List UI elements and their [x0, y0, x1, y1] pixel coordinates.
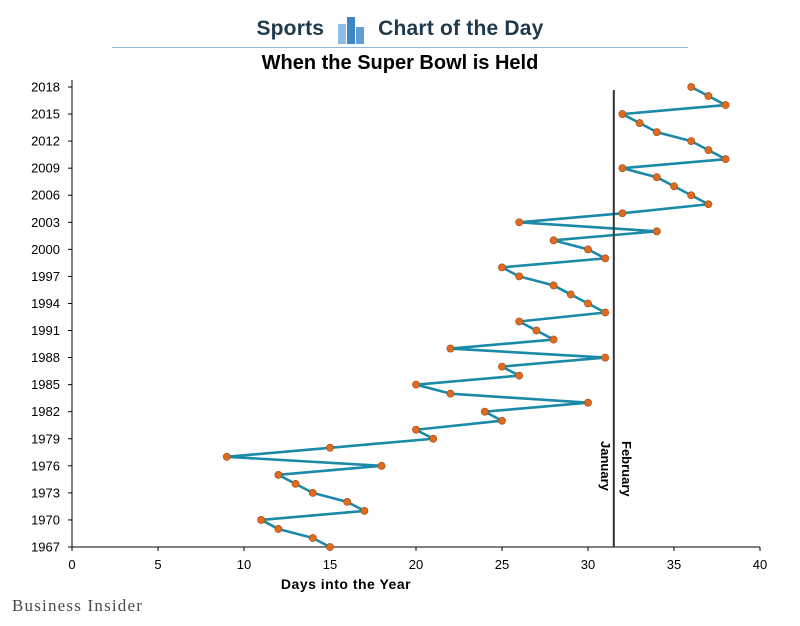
x-tick-label: 20 — [409, 557, 423, 572]
data-point — [412, 380, 420, 389]
y-tick-label: 2009 — [31, 161, 60, 176]
data-point — [601, 254, 610, 263]
data-point — [377, 461, 386, 470]
chart-header: Sports Chart of the Day — [0, 12, 800, 46]
y-tick-label: 2015 — [31, 107, 60, 122]
data-point — [670, 182, 678, 191]
data-point — [257, 516, 266, 524]
annotation-february: February — [619, 441, 634, 497]
data-point — [601, 308, 610, 317]
data-point — [515, 317, 524, 326]
data-point — [446, 389, 455, 398]
data-point — [549, 281, 558, 290]
data-point — [480, 407, 489, 416]
data-point — [446, 344, 455, 353]
data-point — [549, 236, 558, 245]
data-point — [704, 92, 713, 100]
data-point — [515, 371, 524, 380]
month-annotation: January February — [598, 90, 634, 547]
data-point — [549, 335, 558, 344]
y-tick-label: 1997 — [31, 269, 60, 284]
header-divider — [112, 47, 688, 48]
y-tick-label: 1988 — [31, 350, 60, 365]
data-point — [429, 434, 438, 443]
data-point — [635, 119, 644, 127]
y-tick-label: 2012 — [31, 134, 60, 149]
x-axis-label: Days into the Year — [281, 576, 411, 592]
data-point — [532, 326, 541, 335]
data-point — [721, 101, 730, 109]
data-point — [326, 543, 334, 551]
data-point — [601, 353, 610, 362]
data-point — [291, 479, 300, 488]
header-category: Sports — [256, 17, 325, 40]
x-tick-label: 0 — [68, 557, 75, 572]
y-tick-label: 1991 — [31, 323, 60, 338]
chart-title: When the Super Bowl is Held — [261, 52, 539, 74]
x-tick-label: 30 — [581, 557, 595, 572]
y-tick-label: 2003 — [31, 215, 60, 230]
data-point — [498, 416, 506, 425]
x-tick-label: 15 — [323, 557, 337, 572]
y-tick-label: 1970 — [31, 512, 60, 527]
data-point — [274, 525, 283, 533]
data-point — [498, 362, 506, 371]
data-point — [618, 110, 627, 118]
y-tick-label: 2018 — [31, 80, 60, 95]
y-tick-label: 1967 — [31, 540, 60, 555]
y-tick-label: 1982 — [31, 404, 60, 419]
series-markers — [222, 83, 730, 551]
x-tick-label: 10 — [237, 557, 251, 572]
data-point — [308, 534, 317, 542]
y-tick-label: 2000 — [31, 242, 60, 257]
data-point — [618, 164, 627, 173]
bar-chart-icon — [338, 17, 365, 44]
brand-logo: Business Insider — [12, 596, 144, 615]
x-tick-label: 25 — [495, 557, 509, 572]
data-point — [412, 425, 420, 434]
x-tick-label: 5 — [154, 557, 161, 572]
data-point — [704, 200, 713, 209]
axes: 0 5 10 15 20 25 30 35 40 1967 1970 1973 1976 1979 1982… — [31, 80, 767, 593]
data-point — [704, 146, 713, 155]
annotation-january: January — [598, 441, 613, 492]
header-series-name: Chart of the Day — [378, 17, 544, 40]
data-point — [274, 470, 283, 479]
data-point — [721, 155, 730, 164]
data-point — [326, 443, 334, 452]
data-point — [360, 507, 369, 515]
data-point — [584, 245, 592, 254]
data-point — [687, 191, 696, 200]
data-point — [566, 290, 575, 299]
data-point — [584, 299, 592, 308]
y-tick-label: 1973 — [31, 485, 60, 500]
data-point — [498, 263, 506, 272]
data-point — [515, 218, 524, 227]
y-tick-label: 1976 — [31, 458, 60, 473]
y-tick-label: 1979 — [31, 431, 60, 446]
x-tick-label: 35 — [667, 557, 681, 572]
data-point — [343, 498, 352, 506]
data-point — [222, 452, 231, 461]
data-point — [652, 128, 661, 136]
x-tick-label: 40 — [753, 557, 767, 572]
data-point — [584, 398, 592, 407]
data-point — [687, 83, 696, 91]
data-point — [652, 227, 661, 236]
data-point — [618, 209, 627, 218]
data-point — [652, 173, 661, 182]
data-point — [308, 488, 317, 497]
y-tick-label: 2006 — [31, 188, 60, 203]
series-line-layer — [225, 85, 727, 549]
y-tick-label: 1994 — [31, 296, 60, 311]
y-tick-label: 1985 — [31, 377, 60, 392]
data-point — [687, 137, 696, 146]
series-line — [225, 85, 727, 549]
data-point — [515, 272, 524, 281]
